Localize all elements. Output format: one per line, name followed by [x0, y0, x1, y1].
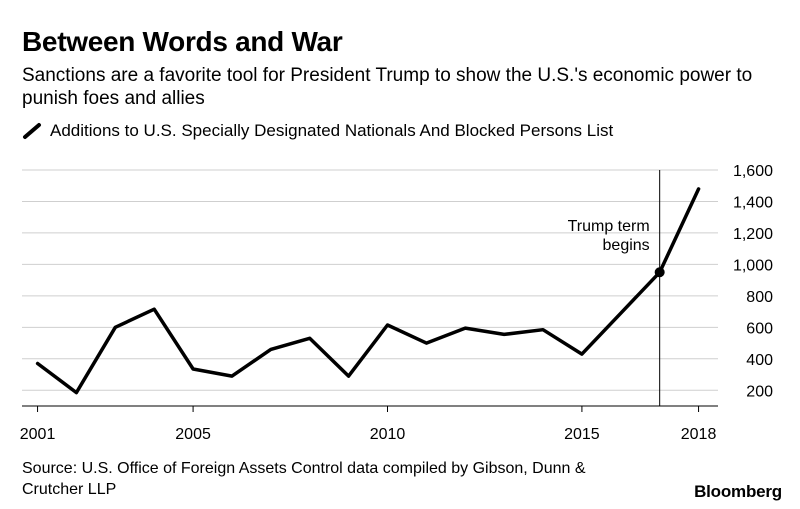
y-tick-label: 200 — [746, 383, 773, 400]
series-line — [35, 187, 701, 395]
bloomberg-logo: Bloomberg — [694, 482, 782, 501]
gridlines — [22, 169, 718, 391]
series-layer — [35, 187, 701, 395]
x-tick-label: 2018 — [681, 426, 717, 443]
chart-subtitle: Sanctions are a favorite tool for Presid… — [22, 65, 753, 109]
y-tick-label: 600 — [746, 320, 773, 337]
y-tick-label: 800 — [746, 289, 773, 306]
x-axis: 2001 2005 2010 2015 2018 — [20, 405, 718, 443]
y-tick-label: 400 — [746, 352, 773, 369]
x-tick-label: 2015 — [564, 426, 600, 443]
chart-title: Between Words and War — [22, 26, 343, 57]
x-tick-label: 2005 — [175, 426, 211, 443]
annotation-label-line1: Trump term — [568, 218, 650, 235]
y-tick-label: 1,200 — [733, 226, 773, 243]
legend-label: Additions to U.S. Specially Designated N… — [50, 121, 614, 140]
x-tick-label: 2010 — [370, 426, 406, 443]
y-tick-label: 1,600 — [733, 163, 773, 180]
annotation-label-line2: begins — [603, 237, 650, 254]
y-tick-label: 1,000 — [733, 257, 773, 274]
source-note: Source: U.S. Office of Foreign Assets Co… — [22, 460, 586, 498]
legend: Additions to U.S. Specially Designated N… — [22, 121, 613, 141]
annotation-layer: Trump term begins — [568, 170, 665, 406]
y-axis: 200 400 600 800 1,000 1,200 1,400 1,600 — [733, 163, 773, 400]
y-tick-label: 1,400 — [733, 194, 773, 211]
legend-line-swatch — [23, 123, 41, 139]
x-tick-label: 2001 — [20, 426, 56, 443]
